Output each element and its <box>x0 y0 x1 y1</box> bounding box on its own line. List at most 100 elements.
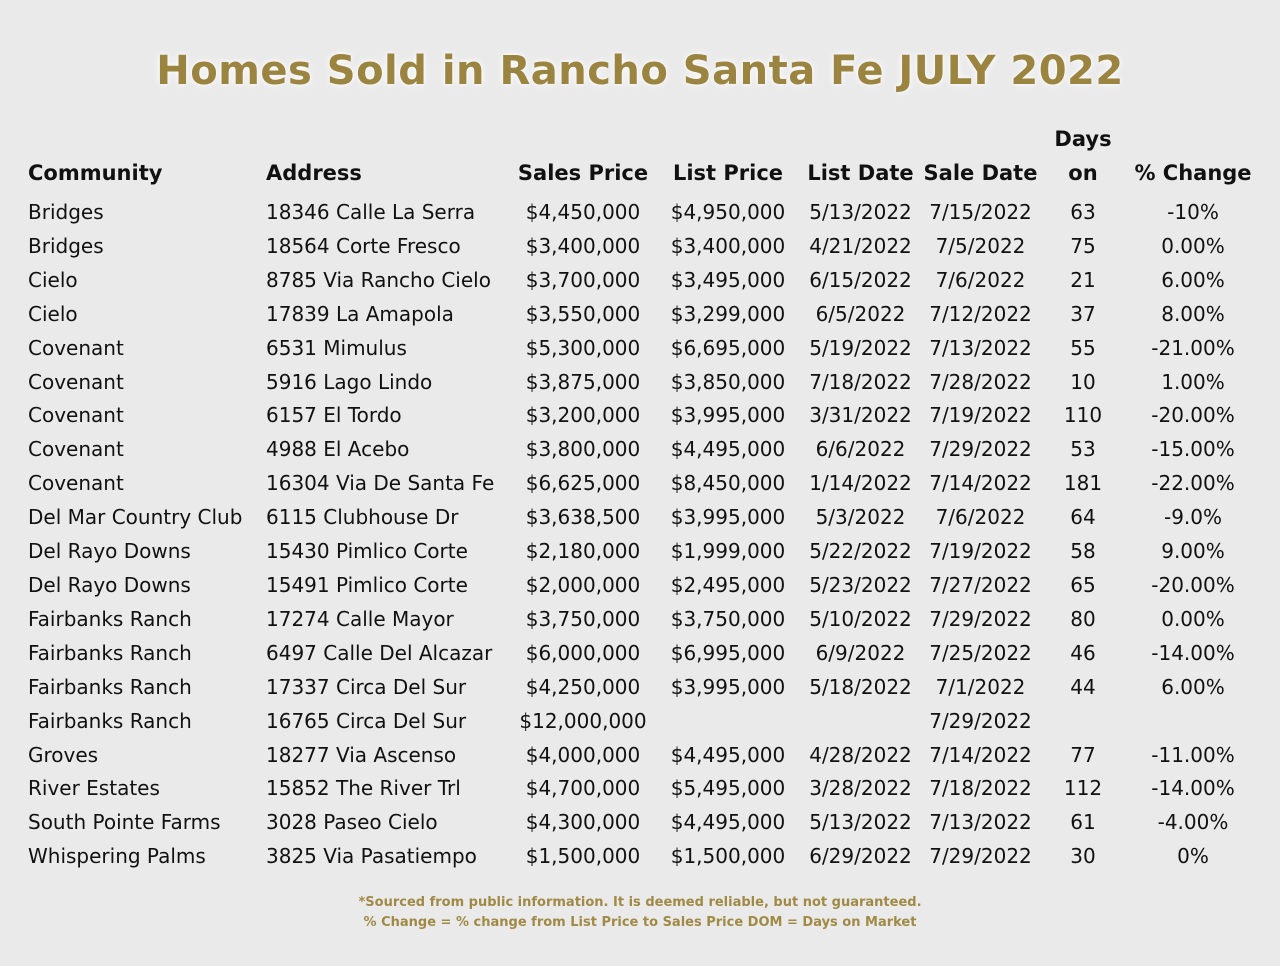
header-days-on: Days on <box>1038 122 1128 196</box>
footer-disclaimer: *Sourced from public information. It is … <box>358 895 922 910</box>
cell-pct-change: 6.00% <box>1161 674 1225 699</box>
cell-list-date: 5/3/2022 <box>815 505 906 530</box>
table-row: River Estates 15852 The River Trl $4,700,0… <box>22 772 1258 806</box>
cell-sale-date: 7/1/2022 <box>935 674 1026 699</box>
header-list-price: List Price <box>672 161 784 185</box>
table-row: Covenant 6157 El Tordo $3,200,000 $3,995,00… <box>22 399 1258 433</box>
cell-sales-price: $2,000,000 <box>525 572 641 597</box>
cell-address: 18277 Via Ascenso <box>266 742 457 767</box>
cell-address: 6497 Calle Del Alcazar <box>266 640 493 665</box>
cell-community: South Pointe Farms <box>28 810 221 835</box>
cell-address: 6531 Mimulus <box>266 335 407 360</box>
cell-days-on-market: 63 <box>1070 200 1096 224</box>
cell-community: Fairbanks Ranch <box>28 606 192 631</box>
cell-community: Covenant <box>28 335 124 360</box>
cell-days-on-market: 37 <box>1070 301 1096 326</box>
cell-sale-date: 7/5/2022 <box>935 233 1026 258</box>
header-pct-change: % Change <box>1134 161 1252 185</box>
cell-days-on-market: 30 <box>1070 844 1096 869</box>
cell-community: Bridges <box>28 200 104 224</box>
cell-pct-change: 6.00% <box>1161 267 1225 292</box>
cell-days-on-market <box>1038 705 1128 739</box>
cell-sales-price: $4,300,000 <box>525 810 641 835</box>
cell-sale-date: 7/28/2022 <box>929 369 1032 394</box>
cell-sales-price: $6,000,000 <box>525 640 641 665</box>
cell-list-price: $3,995,000 <box>670 674 786 699</box>
table-row: Bridges 18564 Corte Fresco $3,400,000 $3,40… <box>22 230 1258 264</box>
cell-sales-price: $3,700,000 <box>525 267 641 292</box>
cell-sales-price: $5,300,000 <box>525 335 641 360</box>
cell-community: Covenant <box>28 369 124 394</box>
table-row: Fairbanks Ranch 16765 Circa Del Sur $12,00… <box>22 705 1258 739</box>
cell-pct-change: -15.00% <box>1151 437 1235 462</box>
cell-sales-price: $3,750,000 <box>525 606 641 631</box>
cell-address: 15852 The River Trl <box>266 776 461 801</box>
cell-sale-date: 7/15/2022 <box>929 200 1032 224</box>
cell-list-date: 5/13/2022 <box>809 810 912 835</box>
cell-list-date <box>798 705 923 739</box>
cell-sales-price: $2,180,000 <box>525 539 641 564</box>
cell-sales-price: $4,250,000 <box>525 674 641 699</box>
cell-sale-date: 7/6/2022 <box>935 505 1026 530</box>
cell-sales-price: $3,400,000 <box>525 233 641 258</box>
cell-list-price: $3,750,000 <box>670 606 786 631</box>
cell-list-price: $8,450,000 <box>670 471 786 496</box>
header-address: Address <box>266 161 362 185</box>
cell-community: Fairbanks Ranch <box>28 708 192 733</box>
cell-pct-change: -4.00% <box>1157 810 1229 835</box>
footer-note: *Sourced from public information. It is … <box>0 893 1280 933</box>
cell-sale-date: 7/29/2022 <box>929 708 1032 733</box>
cell-list-price: $3,995,000 <box>670 505 786 530</box>
cell-sale-date: 7/27/2022 <box>929 572 1032 597</box>
cell-list-price: $3,299,000 <box>670 301 786 326</box>
cell-community: Del Rayo Downs <box>28 539 191 564</box>
cell-days-on-market: 75 <box>1070 233 1096 258</box>
cell-community: Cielo <box>28 301 78 326</box>
cell-days-on-market: 44 <box>1070 674 1096 699</box>
cell-sales-price: $3,800,000 <box>525 437 641 462</box>
cell-list-date: 6/15/2022 <box>809 267 912 292</box>
cell-sales-price: $3,875,000 <box>525 369 641 394</box>
cell-days-on-market: 80 <box>1070 606 1096 631</box>
cell-pct-change: -14.00% <box>1151 776 1235 801</box>
cell-pct-change: 1.00% <box>1161 369 1225 394</box>
table-row: Bridges 18346 Calle La Serra $4,450,000 $4,… <box>22 196 1258 230</box>
cell-list-date: 3/28/2022 <box>809 776 912 801</box>
table-row: Cielo 17839 La Amapola $3,550,000 $3,299,00… <box>22 298 1258 332</box>
table-row: Covenant 6531 Mimulus $5,300,000 $6,695,000… <box>22 332 1258 366</box>
cell-list-date: 5/23/2022 <box>809 572 912 597</box>
cell-address: 3028 Paseo Cielo <box>266 810 438 835</box>
cell-list-price: $4,495,000 <box>670 742 786 767</box>
cell-sale-date: 7/25/2022 <box>929 640 1032 665</box>
cell-community: Fairbanks Ranch <box>28 674 192 699</box>
cell-days-on-market: 55 <box>1070 335 1096 360</box>
page-title: Homes Sold in Rancho Santa Fe JULY 2022 <box>156 48 1124 94</box>
cell-community: Cielo <box>28 267 78 292</box>
cell-pct-change: 0.00% <box>1161 233 1225 258</box>
cell-sales-price: $3,638,500 <box>525 505 641 530</box>
cell-list-price: $3,995,000 <box>670 403 786 428</box>
table-row: Covenant 4988 El Acebo $3,800,000 $4,495,00… <box>22 433 1258 467</box>
cell-sale-date: 7/18/2022 <box>929 776 1032 801</box>
table-row: South Pointe Farms 3028 Paseo Cielo $4,300… <box>22 806 1258 840</box>
cell-list-date: 3/31/2022 <box>809 403 912 428</box>
cell-list-date: 6/9/2022 <box>815 640 906 665</box>
cell-days-on-market: 110 <box>1063 403 1103 428</box>
cell-list-price: $3,850,000 <box>670 369 786 394</box>
cell-sale-date: 7/29/2022 <box>929 606 1032 631</box>
cell-days-on-market: 21 <box>1070 267 1096 292</box>
table-row: Covenant 5916 Lago Lindo $3,875,000 $3,850,… <box>22 366 1258 400</box>
cell-address: 15430 Pimlico Corte <box>266 539 468 564</box>
cell-list-date: 6/6/2022 <box>815 437 906 462</box>
cell-sales-price: $4,000,000 <box>525 742 641 767</box>
header-days-line1: Days <box>1054 127 1112 151</box>
sales-table: Community Address Sales Price List Price… <box>22 122 1258 874</box>
cell-sale-date: 7/6/2022 <box>935 267 1026 292</box>
cell-pct-change: -11.00% <box>1151 742 1235 767</box>
cell-sale-date: 7/13/2022 <box>929 335 1032 360</box>
table-row: Del Rayo Downs 15491 Pimlico Corte $2,000,… <box>22 569 1258 603</box>
cell-list-date: 6/5/2022 <box>815 301 906 326</box>
cell-address: 17274 Calle Mayor <box>266 606 454 631</box>
cell-pct-change <box>1128 705 1258 739</box>
header-sales-price: Sales Price <box>517 161 649 185</box>
